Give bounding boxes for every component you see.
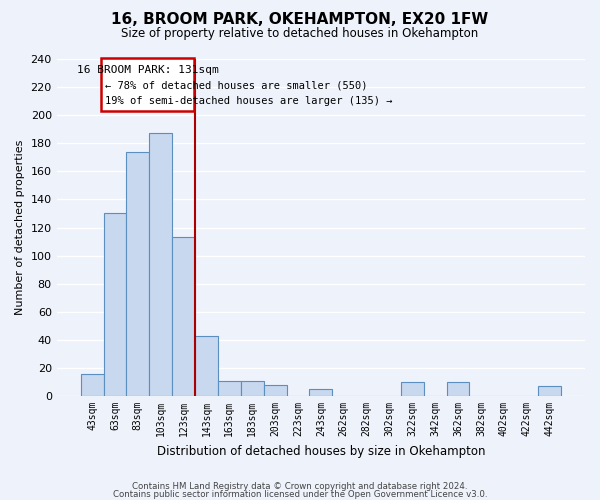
X-axis label: Distribution of detached houses by size in Okehampton: Distribution of detached houses by size … — [157, 444, 485, 458]
Text: Contains HM Land Registry data © Crown copyright and database right 2024.: Contains HM Land Registry data © Crown c… — [132, 482, 468, 491]
Text: Contains public sector information licensed under the Open Government Licence v3: Contains public sector information licen… — [113, 490, 487, 499]
Bar — [127, 152, 149, 396]
Bar — [310, 389, 332, 396]
Bar — [104, 214, 127, 396]
Y-axis label: Number of detached properties: Number of detached properties — [15, 140, 25, 315]
Bar — [80, 374, 104, 396]
Bar — [401, 382, 424, 396]
Text: 16 BROOM PARK: 131sqm: 16 BROOM PARK: 131sqm — [77, 64, 218, 74]
Text: 19% of semi-detached houses are larger (135) →: 19% of semi-detached houses are larger (… — [104, 96, 392, 106]
Bar — [172, 238, 195, 396]
Bar — [218, 380, 241, 396]
Text: ← 78% of detached houses are smaller (550): ← 78% of detached houses are smaller (55… — [104, 80, 367, 90]
Bar — [195, 336, 218, 396]
Bar — [538, 386, 561, 396]
Text: 16, BROOM PARK, OKEHAMPTON, EX20 1FW: 16, BROOM PARK, OKEHAMPTON, EX20 1FW — [112, 12, 488, 28]
Bar — [149, 134, 172, 396]
Bar — [241, 380, 263, 396]
Bar — [446, 382, 469, 396]
FancyBboxPatch shape — [101, 58, 194, 111]
Text: Size of property relative to detached houses in Okehampton: Size of property relative to detached ho… — [121, 28, 479, 40]
Bar — [263, 385, 287, 396]
